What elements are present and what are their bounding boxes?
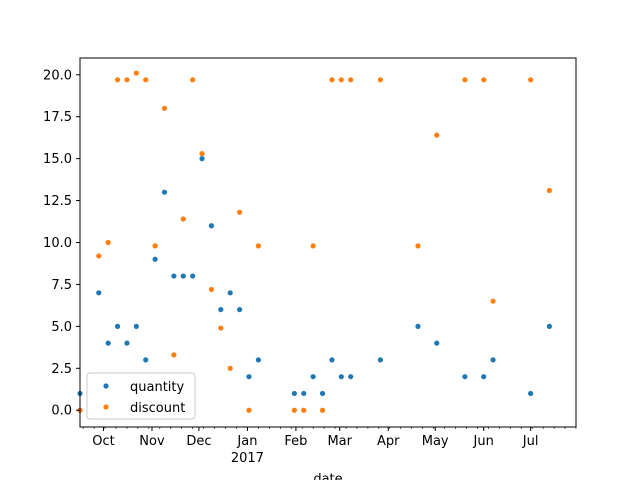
y-tick-label: 20.0 xyxy=(43,68,72,83)
discount-point xyxy=(310,243,316,249)
y-tick-label: 17.5 xyxy=(43,110,72,125)
x-axis-label: date xyxy=(313,472,342,480)
discount-point xyxy=(133,70,139,76)
legend-box xyxy=(86,372,196,420)
x-tick-label: Feb xyxy=(284,434,307,449)
discount-point xyxy=(255,243,261,249)
y-tick-label: 7.5 xyxy=(51,278,72,293)
legend-label-discount: discount xyxy=(130,401,185,416)
quantity-point xyxy=(227,290,233,296)
quantity-point xyxy=(348,374,354,380)
discount-point xyxy=(415,243,421,249)
discount-point xyxy=(546,187,553,194)
x-axis: Oct Nov Dec Jan 2017 Feb Mar Apr May Jun Jul xyxy=(82,427,577,466)
x-tick-label: Dec xyxy=(186,434,211,449)
legend-label-quantity: quantity xyxy=(130,380,185,395)
quantity-point xyxy=(218,306,224,313)
quantity-point xyxy=(546,323,553,329)
y-tick-label: 10.0 xyxy=(43,236,72,251)
quantity-point xyxy=(310,374,316,380)
legend-marker-quantity xyxy=(103,383,109,389)
quantity-point xyxy=(161,189,168,195)
plot-frame xyxy=(79,57,577,428)
discount-point xyxy=(218,325,224,331)
quantity-point xyxy=(124,340,130,346)
discount-point xyxy=(490,298,496,304)
quantity-point xyxy=(301,390,307,397)
x-tick-label: Apr xyxy=(377,434,400,449)
quantity-point xyxy=(152,256,158,262)
quantity-point xyxy=(171,273,177,279)
quantity-point xyxy=(528,390,534,397)
quantity-point xyxy=(490,357,496,363)
quantity-point xyxy=(291,390,297,397)
quantity-point xyxy=(462,374,468,380)
discount-point xyxy=(105,239,111,246)
x-tick-label: May xyxy=(422,434,449,449)
y-tick-label: 0.0 xyxy=(51,404,72,419)
discount-point xyxy=(246,407,252,413)
discount-point xyxy=(301,407,307,413)
quantity-point xyxy=(329,357,335,363)
quantity-point xyxy=(255,357,261,363)
quantity-point xyxy=(319,390,326,397)
y-axis: 0.0 2.5 5.0 7.5 10.0 12.5 15.0 17.5 20.0 xyxy=(43,68,80,419)
discount-point xyxy=(236,209,243,215)
legend: quantity discount xyxy=(86,372,196,420)
quantity-point xyxy=(199,156,205,162)
discount-point xyxy=(152,243,158,249)
x-tick-label: Mar xyxy=(327,434,352,449)
discount-point xyxy=(377,77,384,83)
discount-point xyxy=(199,151,205,157)
quantity-point xyxy=(208,223,215,229)
quantity-point xyxy=(415,323,421,329)
quantity-point xyxy=(338,374,344,380)
discount-point xyxy=(208,286,215,293)
discount-point xyxy=(481,77,487,83)
x-tick-label: Nov xyxy=(139,434,165,449)
x-tick-label: Jun xyxy=(473,434,494,449)
quantity-point xyxy=(236,306,243,313)
discount-point xyxy=(180,216,186,222)
y-tick-label: 15.0 xyxy=(43,152,72,167)
x-tick-label: Oct xyxy=(92,434,114,449)
quantity-point xyxy=(143,357,149,363)
quantity-point xyxy=(190,273,196,279)
discount-point xyxy=(171,352,177,358)
discount-point xyxy=(329,77,335,83)
discount-point xyxy=(124,77,130,83)
discount-point xyxy=(143,77,149,83)
y-tick-label: 12.5 xyxy=(43,194,72,209)
discount-point xyxy=(291,407,297,413)
discount-point xyxy=(434,132,440,138)
quantity-point xyxy=(96,290,102,296)
y-tick-label: 5.0 xyxy=(51,320,72,335)
discount-point xyxy=(462,77,468,83)
discount-point xyxy=(161,105,168,111)
legend-marker-discount xyxy=(103,404,109,410)
quantity-point xyxy=(180,273,186,279)
discount-point xyxy=(96,253,102,259)
points-layer xyxy=(77,70,553,413)
discount-point xyxy=(348,77,354,83)
quantity-point xyxy=(377,357,384,363)
discount-point xyxy=(114,77,121,83)
quantity-point xyxy=(133,323,139,329)
quantity-point xyxy=(481,374,487,380)
discount-point xyxy=(319,407,326,413)
quantity-point xyxy=(246,374,252,380)
x-tick-label: Jul xyxy=(522,434,539,449)
discount-point xyxy=(190,77,196,83)
quantity-point xyxy=(105,340,111,346)
discount-point xyxy=(338,77,344,83)
x-tick-label: Jan xyxy=(236,434,257,449)
quantity-point xyxy=(114,323,121,329)
x-tick-year-label: 2017 xyxy=(231,451,264,466)
discount-point xyxy=(227,365,233,371)
quantity-point xyxy=(434,340,440,346)
discount-point xyxy=(528,77,534,83)
y-tick-label: 2.5 xyxy=(51,362,72,377)
